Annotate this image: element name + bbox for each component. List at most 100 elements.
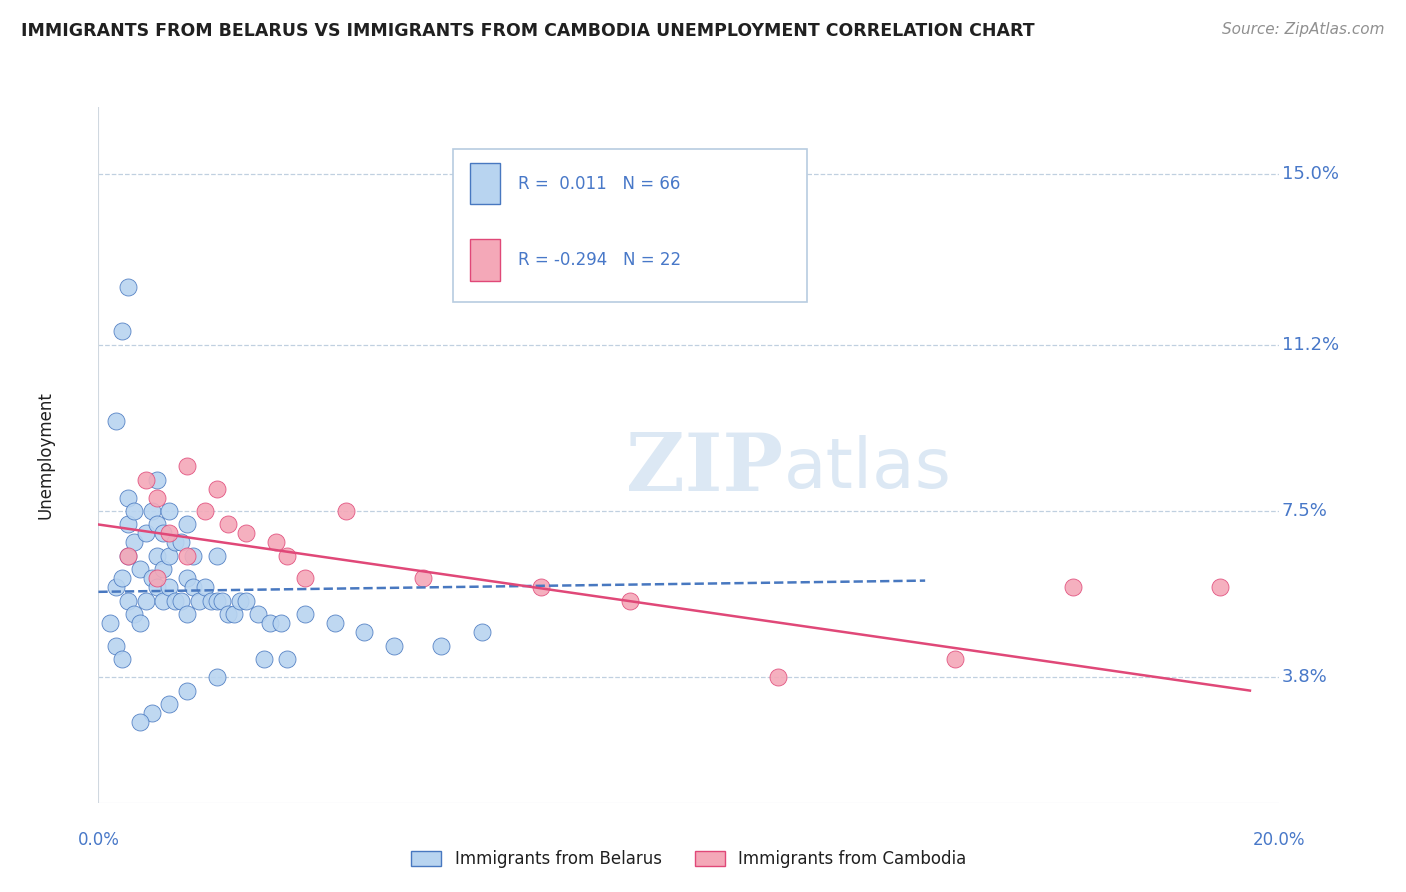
- Point: [619, 594, 641, 608]
- Point: [294, 607, 316, 622]
- Point: [276, 549, 298, 563]
- Point: [276, 652, 298, 666]
- Text: 0.0%: 0.0%: [77, 830, 120, 848]
- Point: [235, 526, 257, 541]
- Point: [1209, 580, 1232, 594]
- Point: [194, 580, 217, 594]
- Point: [430, 639, 453, 653]
- Point: [122, 535, 145, 549]
- Point: [141, 571, 163, 585]
- Point: [235, 594, 257, 608]
- Point: [117, 279, 139, 293]
- Point: [122, 607, 145, 622]
- Text: Source: ZipAtlas.com: Source: ZipAtlas.com: [1222, 22, 1385, 37]
- Point: [176, 459, 198, 474]
- Point: [205, 482, 228, 496]
- Point: [152, 526, 174, 541]
- Point: [135, 473, 157, 487]
- Point: [117, 517, 139, 532]
- Text: R = -0.294   N = 22: R = -0.294 N = 22: [517, 252, 681, 269]
- Point: [157, 504, 180, 518]
- Point: [530, 580, 553, 594]
- Point: [181, 549, 204, 563]
- Point: [157, 697, 180, 711]
- Point: [111, 325, 134, 339]
- Point: [253, 652, 276, 666]
- Text: Unemployment: Unemployment: [37, 391, 55, 519]
- Point: [246, 607, 269, 622]
- Point: [176, 683, 198, 698]
- Point: [146, 549, 169, 563]
- Point: [105, 580, 128, 594]
- Point: [105, 639, 128, 653]
- Point: [146, 473, 169, 487]
- Point: [141, 706, 163, 720]
- Point: [217, 607, 239, 622]
- Point: [128, 562, 150, 576]
- Point: [943, 652, 966, 666]
- Point: [181, 580, 204, 594]
- Point: [270, 616, 292, 631]
- Point: [146, 491, 169, 505]
- Point: [264, 535, 287, 549]
- Point: [766, 670, 789, 684]
- Point: [146, 571, 169, 585]
- FancyBboxPatch shape: [471, 162, 501, 204]
- Point: [146, 580, 169, 594]
- Point: [165, 535, 187, 549]
- Point: [259, 616, 281, 631]
- Point: [224, 607, 246, 622]
- Point: [323, 616, 346, 631]
- FancyBboxPatch shape: [471, 239, 501, 281]
- Point: [117, 491, 139, 505]
- Text: 11.2%: 11.2%: [1282, 336, 1339, 354]
- Point: [1062, 580, 1084, 594]
- Point: [382, 639, 405, 653]
- Point: [117, 549, 139, 563]
- Text: 15.0%: 15.0%: [1282, 165, 1339, 184]
- Point: [170, 535, 193, 549]
- Point: [111, 652, 134, 666]
- Point: [152, 562, 174, 576]
- Point: [205, 594, 228, 608]
- Point: [157, 580, 180, 594]
- Point: [176, 517, 198, 532]
- Point: [176, 571, 198, 585]
- Point: [141, 504, 163, 518]
- Point: [194, 504, 217, 518]
- Point: [176, 549, 198, 563]
- Point: [157, 526, 180, 541]
- Text: IMMIGRANTS FROM BELARUS VS IMMIGRANTS FROM CAMBODIA UNEMPLOYMENT CORRELATION CHA: IMMIGRANTS FROM BELARUS VS IMMIGRANTS FR…: [21, 22, 1035, 40]
- Point: [105, 414, 128, 428]
- Point: [353, 625, 375, 640]
- Point: [471, 625, 494, 640]
- Point: [217, 517, 239, 532]
- Point: [117, 594, 139, 608]
- Text: ZIP: ZIP: [627, 430, 783, 508]
- Point: [205, 549, 228, 563]
- Point: [117, 549, 139, 563]
- Point: [187, 594, 209, 608]
- Point: [152, 594, 174, 608]
- Point: [128, 616, 150, 631]
- Point: [157, 549, 180, 563]
- Point: [205, 670, 228, 684]
- Point: [122, 504, 145, 518]
- Point: [98, 616, 121, 631]
- Point: [176, 607, 198, 622]
- Point: [229, 594, 252, 608]
- Text: R =  0.011   N = 66: R = 0.011 N = 66: [517, 175, 681, 193]
- Point: [200, 594, 222, 608]
- Point: [128, 714, 150, 729]
- FancyBboxPatch shape: [453, 149, 807, 301]
- Point: [135, 594, 157, 608]
- Point: [211, 594, 233, 608]
- Text: 20.0%: 20.0%: [1253, 830, 1306, 848]
- Point: [135, 526, 157, 541]
- Point: [165, 594, 187, 608]
- Point: [294, 571, 316, 585]
- Text: 3.8%: 3.8%: [1282, 668, 1327, 686]
- Point: [146, 517, 169, 532]
- Point: [335, 504, 357, 518]
- Text: atlas: atlas: [783, 435, 952, 502]
